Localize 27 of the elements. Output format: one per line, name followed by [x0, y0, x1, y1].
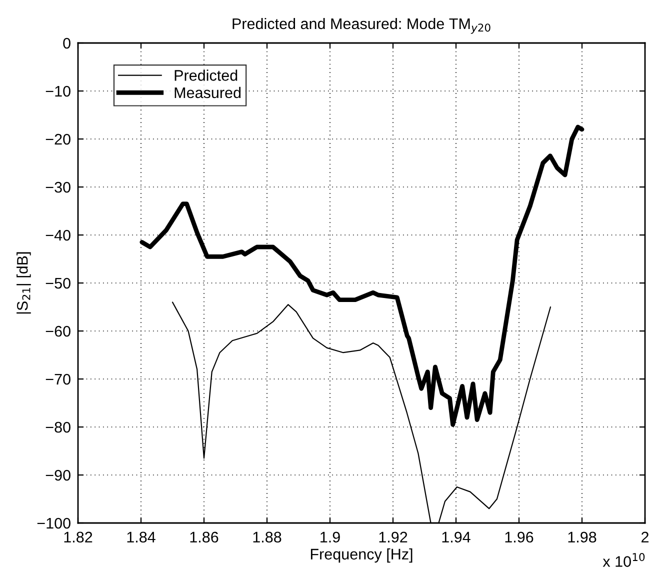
x-tick-label: 1.84	[127, 532, 156, 543]
y-tick-label: −30	[46, 182, 70, 193]
x-tick-label: 1.9	[320, 532, 340, 543]
y-tick-label: −10	[46, 86, 70, 97]
x-tick-label: 1.92	[379, 532, 408, 543]
y-tick-label: −60	[46, 326, 70, 337]
y-tick-label: −50	[46, 278, 70, 289]
y-tick-label: −70	[46, 374, 70, 385]
legend-label: Measured	[174, 86, 241, 98]
y-axis-title: |S$_{21}$| [dB]	[16, 252, 31, 314]
x-tick-label: 2	[642, 532, 648, 542]
y-tick-label: −20	[46, 134, 70, 145]
text: x 10$^{10}$	[602, 553, 645, 567]
x-tick-label: 1.88	[253, 532, 282, 543]
x-tick-label: 1.86	[190, 532, 218, 543]
y-tick-label: −90	[46, 470, 70, 481]
x-tick-label: 1.94	[442, 532, 470, 543]
x-tick-label: 1.82	[64, 532, 92, 543]
y-tick-label: −40	[46, 230, 70, 241]
y-tick-label: −100	[37, 518, 70, 529]
chart-title: Predicted and Measured: Mode TM$_{y20}$	[232, 18, 490, 34]
x-tick-label: 1.98	[568, 532, 596, 543]
y-tick-label: −80	[46, 422, 70, 433]
x-axis-title: Frequency [Hz]	[310, 548, 412, 563]
y-tick-label: 0	[63, 38, 70, 49]
legend-label: Predicted	[174, 70, 238, 81]
x-tick-label: 1.96	[505, 532, 534, 543]
